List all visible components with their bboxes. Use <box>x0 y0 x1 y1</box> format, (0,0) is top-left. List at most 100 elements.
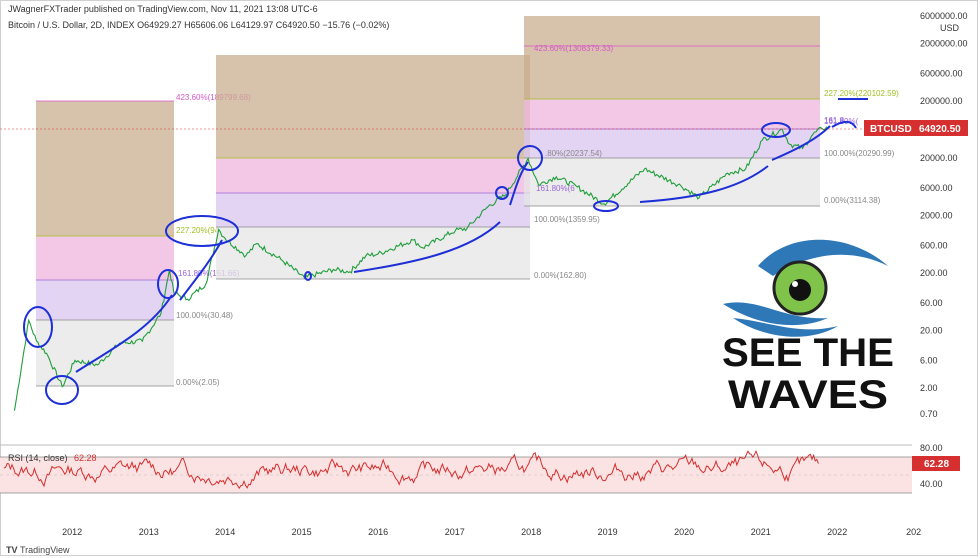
annotation-circle <box>23 306 53 348</box>
x-tick-label: 2017 <box>445 527 465 537</box>
fib-level-label: 423.60%(1308379.33) <box>534 44 614 53</box>
price-tag-bg <box>864 120 968 136</box>
annotation-wave-arc <box>771 125 831 161</box>
y-tick-label: 2000000.00 <box>920 38 968 48</box>
logo-wave-bottom <box>723 302 828 326</box>
y-tick-label: 6000000.00 <box>920 11 968 21</box>
annotation-circle <box>304 271 312 281</box>
x-tick-label: 2018 <box>521 527 541 537</box>
fib-extra-label: 161.80%(6 <box>536 184 575 193</box>
fib-band <box>216 55 530 158</box>
x-tick-label: 2022 <box>827 527 847 537</box>
rsi-tick-label: 40.00 <box>920 479 943 489</box>
annotation-circle <box>495 186 509 200</box>
ohlc-open: O64929.27 <box>137 20 182 30</box>
y-tick-label: 0.70 <box>920 409 938 419</box>
x-tick-label: 2016 <box>368 527 388 537</box>
logo-line1: SEE THE <box>722 331 894 375</box>
logo-wave-bottom2 <box>733 318 838 337</box>
currency-label: USD <box>940 23 960 33</box>
fib-band <box>524 99 820 129</box>
symbol-name: Bitcoin / U.S. Dollar, 2D, INDEX <box>8 20 135 30</box>
logo-line2: WAVES <box>728 373 888 416</box>
logo-wave-top <box>758 239 888 276</box>
see-the-waves-logo: SEE THE WAVES <box>722 239 894 416</box>
x-tick-label: 2015 <box>292 527 312 537</box>
published-caption: JWagnerFXTrader published on TradingView… <box>8 4 318 14</box>
fib-band <box>216 158 530 193</box>
fib-band <box>524 158 820 206</box>
symbol-legend: Bitcoin / U.S. Dollar, 2D, INDEX O64929.… <box>8 20 389 30</box>
y-tick-label: 600.00 <box>920 241 948 251</box>
rsi-tag-value: 62.28 <box>924 459 949 470</box>
fib-band <box>36 101 174 236</box>
annotation-wave-arc <box>179 239 223 301</box>
y-tick-label: 20.00 <box>920 325 943 335</box>
tradingview-text: TradingView <box>20 545 70 555</box>
annotation-wave-arc <box>509 161 529 206</box>
ohlc-change: −15.76 (−0.02%) <box>322 20 390 30</box>
tradingview-icon: TV <box>6 545 21 555</box>
tradingview-footer: TV TradingView <box>6 545 70 555</box>
x-tick-label: 2012 <box>62 527 82 537</box>
rsi-tag-bg <box>912 456 960 471</box>
ohlc-close: C64920.50 <box>275 20 320 30</box>
x-tick-label: 2013 <box>139 527 159 537</box>
rsi-series-line <box>3 449 819 490</box>
fib-level-label: 100.00%(30.48) <box>176 311 233 320</box>
x-tick-label: 202 <box>906 527 921 537</box>
rsi-label-name: RSI (14, close) <box>8 453 68 463</box>
fib-band <box>36 236 174 280</box>
rsi-tick-label: 80.00 <box>920 443 943 453</box>
fib-band <box>524 16 820 99</box>
annotation-wave-arc <box>639 165 769 203</box>
fib-boxes: 423.60%(189799.68)227.20%(94161.80%(151.… <box>36 16 899 387</box>
annotation-circle <box>517 145 543 171</box>
y-tick-label: 200000.00 <box>920 96 963 106</box>
x-tick-label: 2021 <box>751 527 771 537</box>
annotation-wave-arc <box>353 221 501 273</box>
annotation-wave-arc <box>75 294 173 373</box>
y-tick-label: 20000.00 <box>920 153 958 163</box>
x-tick-label: 2019 <box>598 527 618 537</box>
logo-glint <box>792 281 798 287</box>
fib-level-label: 423.60%(189799.68) <box>176 93 251 102</box>
time-axis: 2012 2013 2014 2015 2016 2017 2018 2019 2020 2021… <box>62 527 921 537</box>
x-tick-label: 2020 <box>674 527 694 537</box>
y-tick-label: 2.00 <box>920 383 938 393</box>
fib-level-label: 227.20%(94 <box>176 226 220 235</box>
fib-level-label: 0.00%(3114.38) <box>824 196 881 205</box>
annotation-circle <box>165 215 239 247</box>
fib-extra-label: 161.8 <box>824 116 845 125</box>
fib-level-label: 0.00%(162.80) <box>534 271 587 280</box>
price-tag-value: 64920.50 <box>919 124 961 135</box>
fib-level-label: 100.00%(1359.95) <box>534 215 600 224</box>
rsi-pane: RSI (14, close) 62.28 62.28 80.00 40.00 <box>0 443 960 494</box>
y-tick-label: 6000.00 <box>920 183 953 193</box>
fib-band <box>216 193 530 227</box>
y-tick-label: 600000.00 <box>920 68 963 78</box>
annotation-circle <box>157 269 179 299</box>
fib-level-label: 0.00%(2.05) <box>176 378 220 387</box>
price-series-line <box>13 125 828 411</box>
rsi-label-value: 62.28 <box>74 453 97 463</box>
fib-level-label: 100.00%(20290.99) <box>824 149 895 158</box>
y-tick-label: 200.00 <box>920 268 948 278</box>
fib-level-label: 227.20%(220102.59) <box>824 89 899 98</box>
y-tick-label: 6.00 <box>920 355 938 365</box>
x-tick-label: 2014 <box>215 527 235 537</box>
annotation-circle <box>45 375 79 405</box>
y-tick-label: 2000.00 <box>920 211 953 221</box>
price-tag-group: BTCUSD 64920.50 <box>0 120 968 136</box>
price-axis: 6000000.00 2000000.00 600000.00 200000.00 60… <box>920 11 968 419</box>
y-tick-label: 60.00 <box>920 298 943 308</box>
price-tag-symbol: BTCUSD <box>870 124 912 135</box>
annotation-circle <box>593 200 619 212</box>
ohlc-high: H65606.06 <box>184 20 229 30</box>
fib-band <box>524 129 820 158</box>
annotation-circle <box>761 122 791 138</box>
ohlc-low: L64129.97 <box>230 20 274 30</box>
wave-annotations <box>23 98 868 405</box>
